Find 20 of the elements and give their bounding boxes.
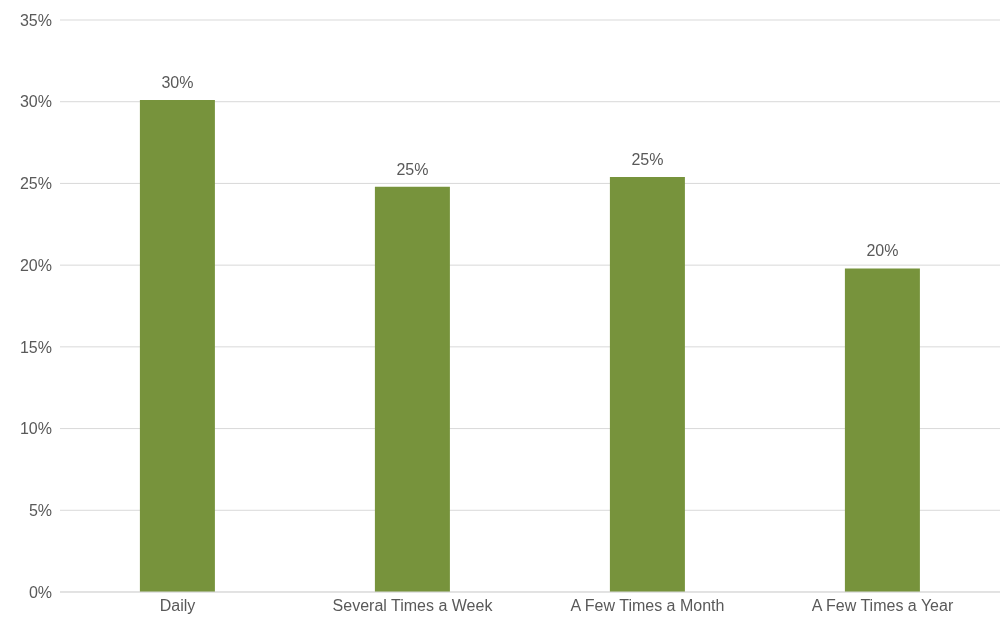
y-tick-label: 5% [28, 501, 52, 519]
x-tick-label: Several Times a Week [332, 597, 494, 615]
y-tick-label: 25% [19, 175, 52, 193]
bar [609, 176, 685, 592]
x-tick-label: A Few Times a Year [811, 597, 954, 615]
bar [139, 100, 215, 592]
data-label: 30% [161, 74, 194, 92]
y-tick-label: 20% [19, 256, 52, 274]
data-label: 25% [631, 150, 664, 168]
y-tick-label: 15% [19, 338, 52, 356]
data-label: 25% [396, 160, 429, 178]
y-tick-label: 0% [28, 583, 52, 601]
x-tick-label: A Few Times a Month [570, 597, 725, 615]
data-label: 20% [866, 242, 899, 260]
bar [844, 268, 920, 592]
bar [374, 186, 450, 592]
y-tick-label: 10% [19, 420, 52, 438]
y-tick-label: 30% [19, 93, 52, 111]
x-tick-label: Daily [159, 597, 196, 615]
y-tick-label: 35% [19, 11, 52, 29]
